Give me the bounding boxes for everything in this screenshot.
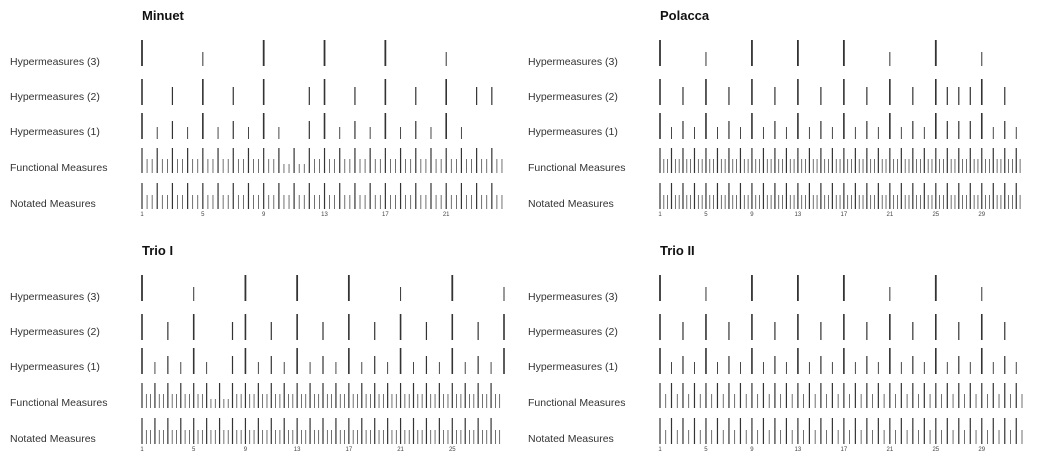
x-tick-label: 9 bbox=[262, 212, 266, 218]
x-tick-label: 1 bbox=[140, 212, 144, 218]
x-tick-label: 5 bbox=[201, 212, 205, 218]
chart-panel-trio-i: Trio I Hypermeasures (3) Hypermeasures (… bbox=[0, 235, 520, 460]
x-tick-label: 1 bbox=[140, 447, 144, 453]
row-label-hypermeasures-2: Hypermeasures (2) bbox=[528, 91, 618, 103]
row-label-notated-measures: Notated Measures bbox=[10, 433, 96, 445]
row-label-hypermeasures-1: Hypermeasures (1) bbox=[528, 126, 618, 138]
row-label-hypermeasures-2: Hypermeasures (2) bbox=[10, 326, 100, 338]
row-label-hypermeasures-3: Hypermeasures (3) bbox=[10, 291, 100, 303]
x-tick-label: 13 bbox=[795, 447, 802, 453]
x-tick-label: 21 bbox=[397, 447, 404, 453]
x-tick-label: 13 bbox=[795, 212, 802, 218]
row-label-functional-measures: Functional Measures bbox=[528, 397, 626, 409]
row-label-hypermeasures-3: Hypermeasures (3) bbox=[10, 56, 100, 68]
x-tick-label: 25 bbox=[932, 447, 939, 453]
x-tick-label: 17 bbox=[841, 447, 848, 453]
row-label-hypermeasures-1: Hypermeasures (1) bbox=[10, 126, 100, 138]
x-tick-label: 13 bbox=[321, 212, 328, 218]
chart-panel-trio-ii: Trio II Hypermeasures (3) Hypermeasures … bbox=[518, 235, 1038, 460]
x-tick-label: 25 bbox=[449, 447, 456, 453]
x-tick-label: 1 bbox=[658, 212, 662, 218]
row-label-hypermeasures-3: Hypermeasures (3) bbox=[528, 291, 618, 303]
row-label-functional-measures: Functional Measures bbox=[528, 162, 626, 174]
x-tick-label: 1 bbox=[658, 447, 662, 453]
rug-plot: 1 5 9 13 17 21 bbox=[140, 40, 503, 218]
x-tick-label: 9 bbox=[750, 447, 754, 453]
panel-title: Minuet bbox=[142, 8, 184, 23]
row-label-functional-measures: Functional Measures bbox=[10, 397, 108, 409]
rug-plot: 1 5 9 13 17 21 25 bbox=[140, 275, 505, 453]
x-tick-label: 9 bbox=[750, 212, 754, 218]
x-tick-label: 17 bbox=[346, 447, 353, 453]
row-label-hypermeasures-2: Hypermeasures (2) bbox=[10, 91, 100, 103]
x-tick-label: 17 bbox=[841, 212, 848, 218]
x-tick-label: 13 bbox=[294, 447, 301, 453]
x-tick-label: 29 bbox=[978, 447, 985, 453]
panel-title: Polacca bbox=[660, 8, 710, 23]
chart-panel-minuet: Minuet Hypermeasures (3) Hypermeasures (… bbox=[0, 0, 520, 225]
x-tick-label: 21 bbox=[886, 212, 893, 218]
row-label-notated-measures: Notated Measures bbox=[528, 198, 614, 210]
row-label-hypermeasures-1: Hypermeasures (1) bbox=[10, 361, 100, 373]
x-tick-label: 9 bbox=[244, 447, 248, 453]
chart-panel-polacca: Polacca Hypermeasures (3) Hypermeasures … bbox=[518, 0, 1038, 225]
rug-plot: 1 5 9 13 17 21 25 29 bbox=[658, 275, 1023, 453]
x-tick-label: 29 bbox=[978, 212, 985, 218]
row-label-hypermeasures-1: Hypermeasures (1) bbox=[528, 361, 618, 373]
rug-plot: 1 5 9 13 17 21 25 29 bbox=[658, 40, 1021, 218]
row-label-notated-measures: Notated Measures bbox=[10, 198, 96, 210]
row-label-hypermeasures-2: Hypermeasures (2) bbox=[528, 326, 618, 338]
x-tick-label: 21 bbox=[886, 447, 893, 453]
row-label-hypermeasures-3: Hypermeasures (3) bbox=[528, 56, 618, 68]
x-tick-label: 21 bbox=[443, 212, 450, 218]
x-tick-label: 17 bbox=[382, 212, 389, 218]
x-tick-label: 5 bbox=[192, 447, 196, 453]
row-label-functional-measures: Functional Measures bbox=[10, 162, 108, 174]
x-tick-label: 25 bbox=[932, 212, 939, 218]
x-tick-label: 5 bbox=[704, 447, 708, 453]
x-tick-label: 5 bbox=[704, 212, 708, 218]
panel-title: Trio II bbox=[660, 243, 695, 258]
row-label-notated-measures: Notated Measures bbox=[528, 433, 614, 445]
panel-title: Trio I bbox=[142, 243, 174, 258]
